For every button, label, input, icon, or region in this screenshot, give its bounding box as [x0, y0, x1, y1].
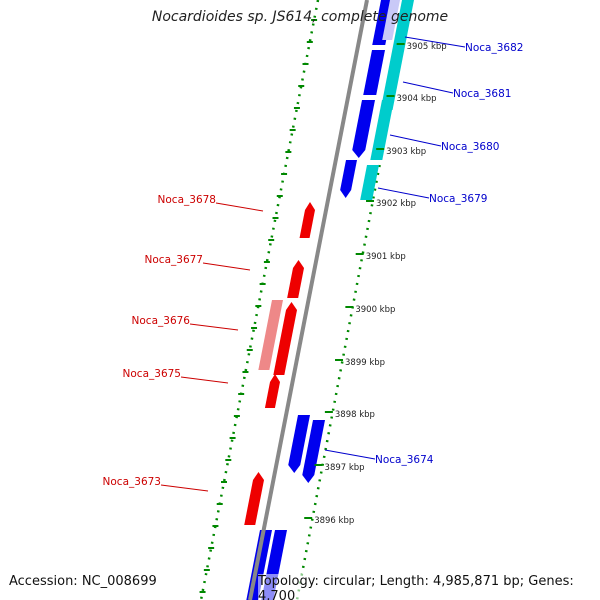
- scale-dotted-ring: [295, 0, 413, 600]
- scale-tick-label: 3896 kbp: [314, 516, 354, 526]
- gene-block-reverse-light: [258, 300, 283, 370]
- gene-block-forward-cds: [360, 165, 379, 200]
- gene-label-noca_3673: Noca_3673: [103, 476, 161, 488]
- accession-label: Accession: NC_008699: [9, 574, 157, 589]
- gene-leader-line: [180, 376, 229, 384]
- gene-block-reverse: [244, 472, 264, 525]
- gene-leader-line: [324, 449, 376, 460]
- gene-label-noca_3682: Noca_3682: [465, 42, 523, 54]
- scale-tick-label: 3897 kbp: [325, 463, 365, 473]
- outer-dotted-ring: [199, 0, 320, 600]
- gene-label-noca_3678: Noca_3678: [158, 194, 216, 206]
- gene-block-forward: [340, 160, 357, 198]
- gene-leader-line: [189, 323, 239, 331]
- gene-block-forward-light: [382, 0, 400, 40]
- scale-tick-label: 3899 kbp: [345, 358, 385, 368]
- genome-backbone: [248, 0, 369, 600]
- scale-tick-label: 3901 kbp: [366, 252, 406, 262]
- scale-tick-label: 3904 kbp: [397, 94, 437, 104]
- scale-tick-label: 3905 kbp: [407, 42, 447, 52]
- gene-leader-line: [215, 202, 264, 212]
- genome-stats-label: Topology: circular; Length: 4,985,871 bp…: [258, 574, 600, 600]
- gene-block-reverse: [273, 302, 297, 375]
- gene-block-forward: [288, 415, 310, 473]
- gene-block-reverse: [264, 374, 280, 408]
- gene-leader-line: [402, 81, 454, 94]
- gene-leader-line: [377, 187, 430, 199]
- gene-label-noca_3677: Noca_3677: [145, 254, 203, 266]
- gene-block-forward-cds: [380, 0, 414, 110]
- gene-block-reverse: [299, 202, 315, 238]
- scale-tick-label: 3902 kbp: [376, 199, 416, 209]
- gene-label-noca_3681: Noca_3681: [453, 88, 511, 100]
- gene-label-noca_3675: Noca_3675: [123, 368, 181, 380]
- gene-leader-line: [160, 484, 209, 492]
- gene-label-noca_3680: Noca_3680: [441, 141, 499, 153]
- gene-block-forward: [302, 420, 325, 483]
- scale-tick-label: 3900 kbp: [355, 305, 395, 315]
- gene-block-forward: [352, 100, 375, 158]
- gene-label-noca_3679: Noca_3679: [429, 193, 487, 205]
- gene-leader-line: [389, 134, 442, 147]
- scale-tick-label: 3898 kbp: [335, 410, 375, 420]
- gene-leader-line: [202, 262, 251, 271]
- gene-leader-line: [404, 36, 466, 48]
- gene-block-forward: [363, 50, 385, 95]
- scale-tick-label: 3903 kbp: [386, 147, 426, 157]
- gene-block-forward-cds: [370, 100, 394, 160]
- map-title: Nocardioides sp. JS614, complete genome: [151, 9, 449, 25]
- gene-block-reverse: [287, 260, 304, 298]
- gene-label-noca_3674: Noca_3674: [375, 454, 434, 466]
- gene-label-noca_3676: Noca_3676: [132, 315, 191, 327]
